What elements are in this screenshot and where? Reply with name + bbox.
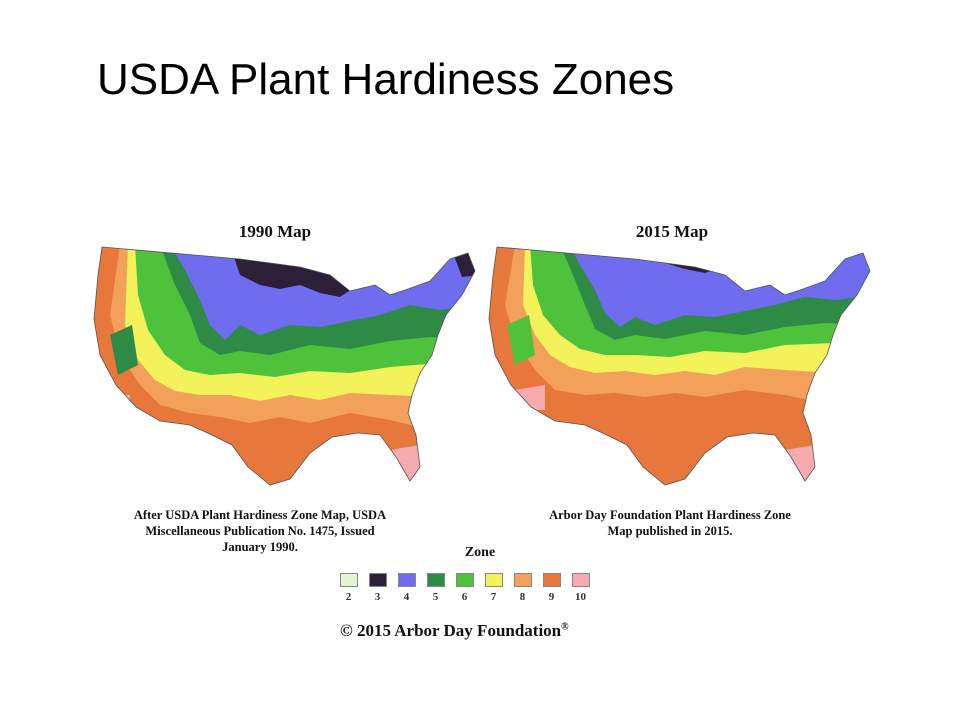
zone-label: 2 <box>345 591 352 603</box>
zone-swatch <box>513 573 532 587</box>
zone-swatch <box>542 573 561 587</box>
legend-item-zone-7: 7 <box>484 573 503 603</box>
legend-item-zone-4: 4 <box>397 573 416 603</box>
zone-swatch <box>426 573 445 587</box>
slide-title: USDA Plant Hardiness Zones <box>97 55 675 104</box>
map-1990 <box>93 246 476 486</box>
zone-label: 9 <box>548 591 555 603</box>
legend-title: Zone <box>464 545 496 560</box>
zone-label: 4 <box>403 591 410 603</box>
zone-swatch <box>484 573 503 587</box>
caption-line: Arbor Day Foundation Plant Hardiness Zon… <box>549 508 791 522</box>
registered-mark: ® <box>561 621 569 633</box>
zone-label: 8 <box>519 591 526 603</box>
caption-line: January 1990. <box>222 540 298 554</box>
caption-line: After USDA Plant Hardiness Zone Map, USD… <box>133 508 387 522</box>
legend-item-zone-10: 10 <box>571 573 590 603</box>
map-2015-caption: Arbor Day Foundation Plant Hardiness Zon… <box>505 507 835 539</box>
legend-item-zone-3: 3 <box>368 573 387 603</box>
caption-line: Miscellaneous Publication No. 1475, Issu… <box>145 524 375 538</box>
zone-10-area <box>390 445 430 485</box>
map-1990-title: 1990 Map <box>238 222 312 241</box>
legend-item-zone-6: 6 <box>455 573 474 603</box>
zone-swatch <box>397 573 416 587</box>
zone-label: 7 <box>490 591 497 603</box>
zone-swatch <box>339 573 358 587</box>
zone-swatch <box>455 573 474 587</box>
legend-item-zone-9: 9 <box>542 573 561 603</box>
legend-item-zone-2: 2 <box>339 573 358 603</box>
zone-label: 5 <box>432 591 439 603</box>
caption-line: Map published in 2015. <box>607 524 733 538</box>
zone-legend: 2 3 4 5 6 7 8 9 10 <box>339 573 590 603</box>
map-2015-title: 2015 Map <box>635 222 709 241</box>
map-2015 <box>488 246 871 486</box>
zone-label: 6 <box>461 591 468 603</box>
map-1990-caption: After USDA Plant Hardiness Zone Map, USD… <box>100 507 420 555</box>
zone-swatch <box>368 573 387 587</box>
legend-item-zone-5: 5 <box>426 573 445 603</box>
zone-label: 10 <box>575 591 586 603</box>
zone-swatch <box>571 573 590 587</box>
legend-item-zone-8: 8 <box>513 573 532 603</box>
copyright-text: © 2015 Arbor Day Foundation <box>340 621 562 640</box>
zone-label: 3 <box>374 591 381 603</box>
copyright-notice: © 2015 Arbor Day Foundation® <box>340 621 569 641</box>
